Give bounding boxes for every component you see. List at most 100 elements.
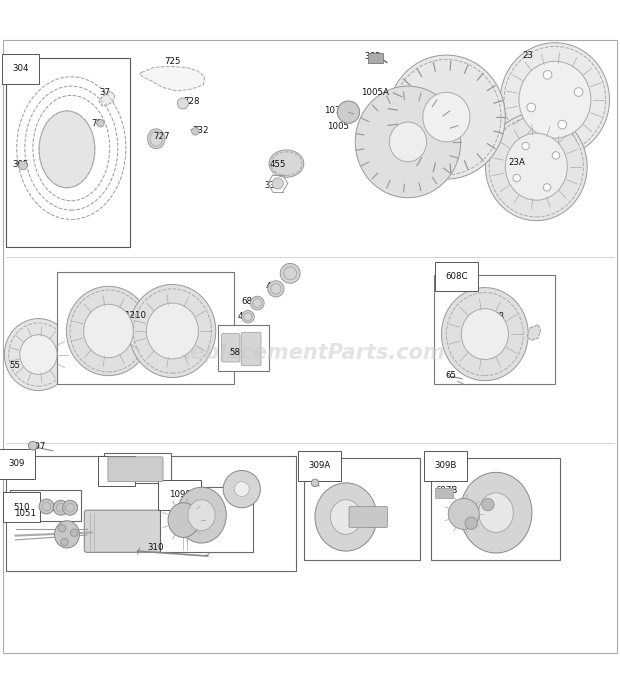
Text: ReplacementParts.com: ReplacementParts.com: [175, 343, 445, 362]
Text: 65: 65: [445, 371, 456, 380]
Text: 58: 58: [493, 313, 504, 322]
Text: 597: 597: [282, 267, 298, 277]
Bar: [435, 489, 453, 498]
Text: 304: 304: [12, 64, 29, 73]
Bar: [104, 453, 171, 483]
Ellipse shape: [61, 538, 68, 545]
Circle shape: [223, 471, 260, 508]
Bar: [10, 491, 81, 521]
Text: 697B: 697B: [435, 486, 458, 495]
Text: 305: 305: [12, 160, 29, 169]
Ellipse shape: [177, 487, 226, 543]
FancyBboxPatch shape: [108, 457, 163, 482]
Circle shape: [192, 128, 199, 135]
Ellipse shape: [461, 308, 508, 360]
Ellipse shape: [129, 285, 216, 378]
Text: 797: 797: [198, 528, 215, 537]
Ellipse shape: [527, 103, 536, 112]
Text: 727: 727: [154, 132, 170, 141]
Ellipse shape: [146, 303, 198, 359]
Text: 311: 311: [180, 501, 197, 510]
Ellipse shape: [188, 500, 215, 531]
Text: 783: 783: [46, 505, 63, 514]
Text: 727: 727: [460, 520, 477, 529]
Ellipse shape: [460, 473, 532, 553]
Ellipse shape: [355, 86, 461, 198]
Text: 510: 510: [14, 502, 30, 511]
Text: 802: 802: [228, 475, 245, 484]
Text: 1005: 1005: [327, 122, 349, 131]
Bar: [57, 272, 234, 384]
Ellipse shape: [39, 111, 95, 188]
Circle shape: [465, 517, 477, 529]
Ellipse shape: [66, 286, 151, 376]
Circle shape: [234, 482, 249, 497]
Ellipse shape: [311, 479, 319, 486]
Ellipse shape: [388, 55, 505, 179]
Circle shape: [19, 161, 27, 170]
Bar: [431, 458, 560, 561]
Ellipse shape: [479, 493, 513, 532]
Ellipse shape: [58, 525, 66, 532]
Bar: [218, 325, 269, 371]
Ellipse shape: [148, 129, 165, 149]
Ellipse shape: [280, 263, 300, 283]
Text: 317: 317: [108, 467, 125, 476]
Ellipse shape: [330, 500, 361, 534]
FancyBboxPatch shape: [349, 507, 388, 527]
Bar: [368, 53, 383, 62]
Text: 23A: 23A: [508, 158, 525, 167]
Ellipse shape: [63, 500, 78, 515]
Ellipse shape: [250, 297, 264, 310]
Text: 732: 732: [485, 502, 502, 511]
Ellipse shape: [242, 310, 254, 323]
Text: 37: 37: [99, 88, 110, 97]
Bar: [160, 487, 253, 552]
Text: 728: 728: [184, 97, 200, 106]
Ellipse shape: [29, 441, 37, 450]
Ellipse shape: [71, 529, 78, 536]
Ellipse shape: [543, 71, 552, 79]
Ellipse shape: [53, 500, 68, 515]
Ellipse shape: [4, 319, 73, 391]
Text: 1070: 1070: [324, 107, 345, 116]
Bar: [434, 275, 555, 384]
Text: 58: 58: [229, 348, 241, 357]
Text: 513: 513: [62, 505, 79, 514]
Text: 55: 55: [9, 360, 20, 369]
Text: 363: 363: [364, 52, 381, 61]
Ellipse shape: [389, 122, 427, 161]
Ellipse shape: [268, 281, 284, 297]
FancyBboxPatch shape: [221, 333, 240, 362]
FancyBboxPatch shape: [241, 332, 261, 366]
Text: 455: 455: [270, 160, 286, 169]
Ellipse shape: [269, 150, 304, 177]
Ellipse shape: [552, 152, 560, 159]
Text: 309A: 309A: [309, 462, 331, 470]
Bar: [6, 58, 130, 247]
Text: 675: 675: [183, 517, 200, 526]
Circle shape: [448, 498, 479, 529]
Ellipse shape: [500, 43, 609, 157]
Text: 78: 78: [92, 119, 103, 128]
Ellipse shape: [84, 304, 133, 358]
Text: 732: 732: [192, 126, 209, 135]
Circle shape: [482, 498, 494, 511]
Ellipse shape: [315, 483, 377, 551]
Text: 1090: 1090: [169, 491, 190, 500]
Ellipse shape: [20, 335, 57, 374]
Text: 309: 309: [8, 459, 24, 468]
Ellipse shape: [519, 61, 591, 138]
Circle shape: [177, 98, 188, 109]
Ellipse shape: [423, 92, 470, 142]
Text: 309B: 309B: [434, 462, 456, 470]
Ellipse shape: [55, 520, 79, 548]
Bar: [304, 458, 420, 561]
Ellipse shape: [168, 502, 199, 538]
Text: 608C: 608C: [445, 272, 467, 281]
Ellipse shape: [543, 184, 551, 191]
Polygon shape: [140, 67, 205, 91]
Text: 689: 689: [242, 297, 258, 306]
Text: 1210: 1210: [124, 311, 146, 320]
Text: 459: 459: [237, 313, 254, 322]
